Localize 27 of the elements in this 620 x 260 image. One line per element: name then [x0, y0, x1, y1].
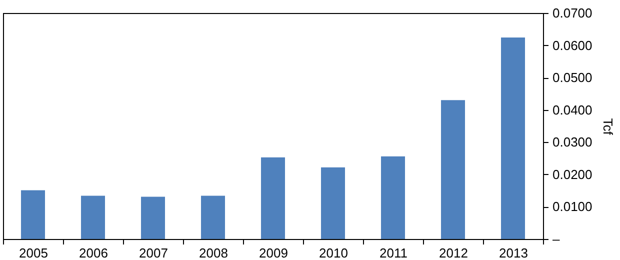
y-tick-label: 0.0300 [552, 134, 592, 150]
x-tick-label: 2008 [199, 246, 228, 260]
y-tick-label: 0.0600 [552, 38, 592, 53]
bar [501, 38, 525, 239]
bar [441, 100, 465, 239]
y-tick-label: 0.0700 [552, 6, 592, 20]
bar [201, 196, 225, 239]
bar [141, 196, 165, 239]
bar [321, 167, 345, 239]
x-tick-label: 2013 [499, 246, 528, 260]
y-tick-label: – [552, 232, 560, 246]
y-tick-label: 0.0100 [552, 199, 592, 214]
x-tick-label: 2007 [139, 246, 168, 260]
y-tick-label: 0.0200 [552, 166, 592, 182]
x-tick-label: 2012 [439, 246, 468, 260]
bar [21, 190, 45, 239]
x-tick-label: 2011 [380, 246, 408, 260]
bar [381, 156, 405, 239]
x-tick-label: 2006 [79, 246, 108, 260]
x-tick-label: 2009 [259, 246, 288, 260]
x-tick-label: 2005 [19, 246, 48, 260]
bar [261, 157, 285, 239]
y-axis-title: Tcf [600, 118, 616, 136]
y-tick-label: 0.0400 [552, 102, 592, 118]
bar [81, 196, 105, 239]
x-tick-label: 2010 [319, 246, 348, 260]
y-tick-label: 0.0500 [552, 70, 592, 86]
